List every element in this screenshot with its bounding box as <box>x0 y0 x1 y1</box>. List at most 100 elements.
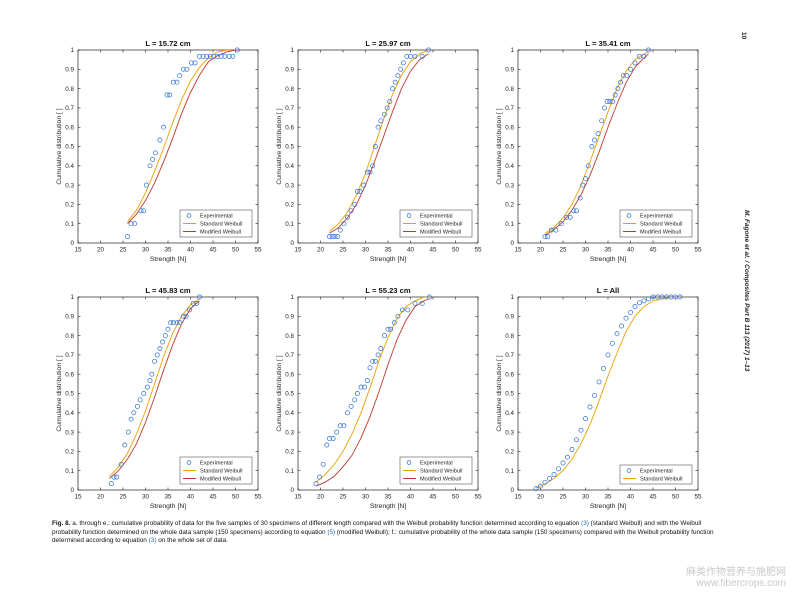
experimental-point <box>335 234 341 240</box>
experimental-point <box>542 479 548 485</box>
experimental-point <box>419 53 425 59</box>
y-tick-label: 0.1 <box>285 221 294 228</box>
experimental-point <box>370 163 376 169</box>
legend-entry: Standard Weibull <box>200 469 243 475</box>
y-tick-label: 0 <box>70 487 74 494</box>
experimental-point <box>320 461 326 467</box>
y-tick-label: 0.2 <box>285 202 294 209</box>
experimental-point <box>641 298 647 304</box>
experimental-point <box>592 392 597 398</box>
x-tick-label: 25 <box>339 247 347 254</box>
experimental-point <box>341 221 347 227</box>
legend-entry: Experimental <box>200 461 233 467</box>
caption-ref-equation-3b[interactable]: (3) <box>148 537 157 545</box>
experimental-point <box>188 60 194 66</box>
y-tick-label: 0.1 <box>505 221 514 228</box>
y-tick-label: 0.5 <box>285 391 294 398</box>
experimental-point <box>197 294 202 300</box>
legend-entry: Modified Weibull <box>420 477 461 483</box>
experimental-point <box>607 99 613 104</box>
experimental-point <box>574 437 579 443</box>
y-tick-label: 0.1 <box>285 468 294 475</box>
experimental-point <box>122 442 128 448</box>
experimental-point <box>165 326 171 332</box>
experimental-point <box>147 378 153 384</box>
experimental-point <box>361 182 367 188</box>
x-axis-label: Strength [N] <box>150 503 186 510</box>
caption-text-2: (standard Weibull) and with the Weibull … <box>52 520 702 536</box>
experimental-point <box>646 47 651 53</box>
curves-group <box>329 50 429 234</box>
experimental-point <box>134 403 140 409</box>
experimental-point <box>183 313 189 319</box>
x-tick-label: 45 <box>649 494 657 501</box>
experimental-point <box>154 352 160 358</box>
y-tick-label: 0 <box>70 240 74 247</box>
experimental-point <box>558 221 564 227</box>
experimental-point <box>327 234 332 240</box>
experimental-point <box>604 99 610 104</box>
y-tick-label: 0.4 <box>505 163 514 170</box>
y-tick-label: 0.6 <box>285 371 294 378</box>
chart-title: L = 25.97 cm <box>365 39 410 48</box>
modified-weibull-line <box>329 53 429 234</box>
x-tick-label: 45 <box>649 247 657 254</box>
y-tick-label: 1 <box>70 294 74 301</box>
y-tick-label: 0.3 <box>285 182 294 189</box>
experimental-point <box>143 182 149 188</box>
experimental-point <box>391 320 397 326</box>
experimental-point <box>577 195 583 201</box>
experimental-point <box>348 403 354 409</box>
experimental-point <box>375 124 381 130</box>
x-tick-label: 45 <box>429 247 437 254</box>
experimental-point <box>170 79 176 85</box>
legend: Experimental Standard Weibull Modified Wei… <box>179 456 253 485</box>
experimental-point <box>131 410 137 416</box>
experimental-point <box>211 53 217 59</box>
plot-frame <box>517 296 699 491</box>
caption-ref-equation-5[interactable]: (5) <box>327 528 336 536</box>
standard-weibull-line <box>535 297 680 489</box>
y-tick-label: 0.3 <box>505 429 514 436</box>
experimental-point <box>147 163 153 169</box>
caption-ref-equation-3[interactable]: (3) <box>581 520 589 527</box>
standard-weibull-line <box>544 51 649 234</box>
y-tick-label: 0.7 <box>65 105 74 112</box>
experimental-point <box>137 397 143 403</box>
curves-group <box>127 50 240 225</box>
y-axis-label: Cumulative distribution [ ] <box>496 355 503 431</box>
x-tick-label: 30 <box>142 494 150 501</box>
experimental-point <box>370 358 376 364</box>
x-tick-label: 40 <box>187 247 195 254</box>
caption-text-3: (modified Weibull); f.: cumulative proba… <box>52 528 714 545</box>
x-tick-label: 40 <box>627 247 635 254</box>
experimental-point <box>419 300 425 306</box>
x-axis-label: Strength [N] <box>370 503 406 510</box>
y-tick-label: 0.2 <box>65 202 74 209</box>
experimental-point <box>399 307 405 313</box>
modified-weibull-line <box>127 50 240 225</box>
experimental-point <box>180 66 186 72</box>
experimental-point <box>332 234 338 240</box>
y-tick-label: 0.9 <box>505 314 514 321</box>
legend: Experimental Standard Weibull Modified Wei… <box>399 209 473 238</box>
y-axis-label: Cumulative distribution [ ] <box>276 355 283 431</box>
experimental-point <box>128 416 134 422</box>
curves-group <box>109 298 200 479</box>
experimental-point <box>583 176 588 182</box>
experimental-point <box>412 53 418 59</box>
running-header: M. Fagone et al. / Composites Part B 113… <box>738 210 752 390</box>
experimental-point <box>378 118 384 124</box>
experimental-point <box>132 221 138 227</box>
y-tick-label: 0 <box>290 240 294 247</box>
x-tick-label: 20 <box>97 494 105 501</box>
x-tick-label: 35 <box>384 247 392 254</box>
experimental-point <box>215 53 220 59</box>
experimental-point <box>542 234 548 240</box>
experimental-point <box>144 384 150 390</box>
experimental-point <box>157 346 163 351</box>
y-tick-label: 0.7 <box>65 352 74 359</box>
legend-experimental-marker <box>626 213 632 218</box>
experimental-point <box>204 53 210 59</box>
y-axis-label: Cumulative distribution [ ] <box>56 355 63 431</box>
